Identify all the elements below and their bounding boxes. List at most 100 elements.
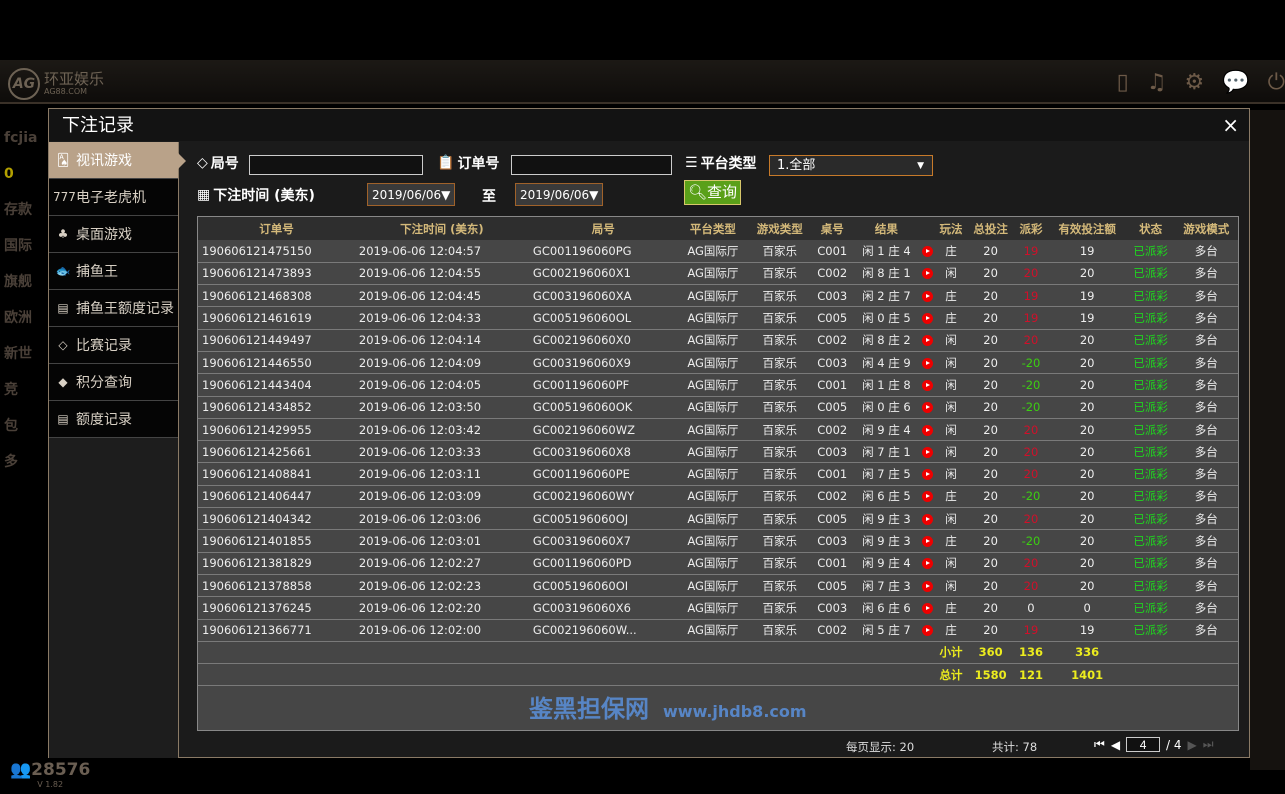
- result: 闲 0 庄 6: [852, 396, 920, 419]
- date-to-select[interactable]: 2019/06/06▼: [515, 183, 603, 206]
- deposit-link[interactable]: 存款: [4, 202, 32, 218]
- round-label-text: 局号: [210, 156, 239, 172]
- page-input[interactable]: [1126, 737, 1161, 752]
- table-row: 190606121404342 2019-06-06 12:03:06 GC0051…: [198, 507, 1238, 531]
- column-header: 状态: [1126, 217, 1175, 240]
- menu-item[interactable]: ◆ 积分查询: [49, 364, 178, 401]
- bet-time: 2019-06-06 12:03:42: [354, 418, 529, 442]
- total-bet: 20: [966, 262, 1015, 286]
- column-header: 桌号: [811, 217, 853, 240]
- power-icon[interactable]: ⏻: [1267, 70, 1285, 95]
- column-header: 游戏类型: [748, 217, 812, 240]
- side-item[interactable]: 旗舰: [4, 274, 32, 290]
- play-video-icon[interactable]: [922, 402, 934, 414]
- replay-cell: [919, 373, 936, 397]
- menu-item[interactable]: 🂡 视讯游戏: [49, 142, 186, 179]
- gear-icon[interactable]: ⚙: [1184, 70, 1205, 95]
- music-icon[interactable]: ♫: [1146, 70, 1167, 95]
- last-page-icon[interactable]: ⏭: [1202, 737, 1214, 751]
- play-video-icon[interactable]: [922, 602, 934, 614]
- order-label: 📋 订单号: [437, 153, 499, 173]
- play-video-icon[interactable]: [922, 245, 934, 257]
- play-video-icon[interactable]: [922, 446, 934, 458]
- play-video-icon[interactable]: [922, 491, 934, 503]
- round-id: GC001196060PG: [528, 240, 678, 263]
- play-video-icon[interactable]: [922, 290, 934, 302]
- valid-bet: 20: [1047, 396, 1127, 419]
- play-video-icon[interactable]: [922, 268, 934, 280]
- valid-bet: 19: [1047, 306, 1127, 330]
- mobile-icon[interactable]: ▯: [1116, 70, 1129, 95]
- play-video-icon[interactable]: [922, 469, 934, 481]
- chat-icon[interactable]: 💬: [1222, 70, 1250, 95]
- order-id: 190606121366771: [198, 619, 355, 642]
- payout: 20: [1014, 507, 1048, 531]
- menu-label: 额度记录: [76, 412, 132, 428]
- menu-item[interactable]: 777 电子老虎机: [49, 179, 178, 216]
- valid-bet: 19: [1047, 619, 1127, 642]
- order-label-text: 订单号: [457, 156, 500, 172]
- game-type: 百家乐: [748, 462, 812, 486]
- total-bet: 20: [966, 529, 1015, 553]
- play-video-icon[interactable]: [922, 625, 934, 637]
- menu-item[interactable]: 🐟 捕鱼王: [49, 253, 178, 290]
- bet-time: 2019-06-06 12:03:06: [354, 507, 529, 531]
- game-mode: 多台: [1174, 440, 1238, 464]
- side-item[interactable]: 国际: [4, 238, 32, 254]
- play-video-icon[interactable]: [922, 580, 934, 592]
- order-input[interactable]: [511, 155, 672, 175]
- menu-item[interactable]: ▤ 额度记录: [49, 401, 178, 438]
- side-item[interactable]: 欧洲: [4, 310, 32, 326]
- status: 已派彩: [1126, 440, 1175, 464]
- status: 已派彩: [1126, 306, 1175, 330]
- play-video-icon[interactable]: [922, 558, 934, 570]
- side-item[interactable]: 新世: [4, 346, 32, 362]
- subtotal-label: 小计: [935, 641, 967, 665]
- game-type: 百家乐: [748, 596, 812, 620]
- status: 已派彩: [1126, 574, 1175, 598]
- menu-icon: ◆: [58, 375, 68, 389]
- play-video-icon[interactable]: [922, 313, 934, 325]
- play-video-icon[interactable]: [922, 513, 934, 525]
- first-page-icon[interactable]: ⏮: [1094, 737, 1105, 751]
- total-bet: 20: [966, 596, 1015, 620]
- platform-select[interactable]: 1.全部 ▼: [769, 155, 933, 176]
- query-button[interactable]: 🔍︎查询: [684, 180, 741, 205]
- game-mode: 多台: [1174, 396, 1238, 419]
- total-bet: 20: [966, 418, 1015, 442]
- menu-item[interactable]: ▤ 捕鱼王额度记录: [49, 290, 178, 327]
- menu-item[interactable]: ◇ 比赛记录: [49, 327, 178, 364]
- side-item[interactable]: 多: [4, 454, 18, 470]
- table-row: 190606121429955 2019-06-06 12:03:42 GC0021…: [198, 418, 1238, 442]
- total-bet: 20: [966, 351, 1015, 375]
- payout: 20: [1014, 552, 1048, 575]
- play-video-icon[interactable]: [922, 379, 934, 391]
- round-input[interactable]: [249, 155, 423, 175]
- table-row: 190606121378858 2019-06-06 12:02:23 GC0051…: [198, 574, 1238, 598]
- result: 闲 7 庄 1: [852, 440, 920, 464]
- column-header: [919, 217, 936, 240]
- logo-url: AG88.COM: [44, 87, 88, 96]
- next-page-icon[interactable]: ▶: [1187, 737, 1197, 752]
- table-row: 190606121443404 2019-06-06 12:04:05 GC0011…: [198, 373, 1238, 397]
- platform: AG国际厅: [677, 351, 749, 375]
- side-item[interactable]: 竞: [4, 382, 18, 398]
- play-video-icon[interactable]: [922, 357, 934, 369]
- side-item[interactable]: 包: [4, 418, 18, 434]
- play-video-icon[interactable]: [922, 536, 934, 547]
- menu-item[interactable]: ♣ 桌面游戏: [49, 216, 178, 253]
- order-id: 190606121381829: [198, 552, 355, 575]
- close-icon[interactable]: ×: [1222, 113, 1239, 137]
- platform: AG国际厅: [677, 485, 749, 509]
- result: 闲 7 庄 3: [852, 574, 920, 598]
- platform-label: ☰ 平台类型: [685, 153, 757, 173]
- play-video-icon[interactable]: [922, 335, 934, 347]
- prev-page-icon[interactable]: ◀: [1110, 737, 1121, 752]
- round-id: GC005196060OL: [528, 306, 678, 330]
- game-type: 百家乐: [748, 240, 812, 263]
- valid-bet: 20: [1047, 373, 1127, 397]
- date-from-select[interactable]: 2019/06/06▼: [367, 183, 455, 206]
- play-video-icon[interactable]: [922, 424, 934, 436]
- order-id: 190606121434852: [198, 396, 355, 419]
- platform: AG国际厅: [677, 574, 749, 598]
